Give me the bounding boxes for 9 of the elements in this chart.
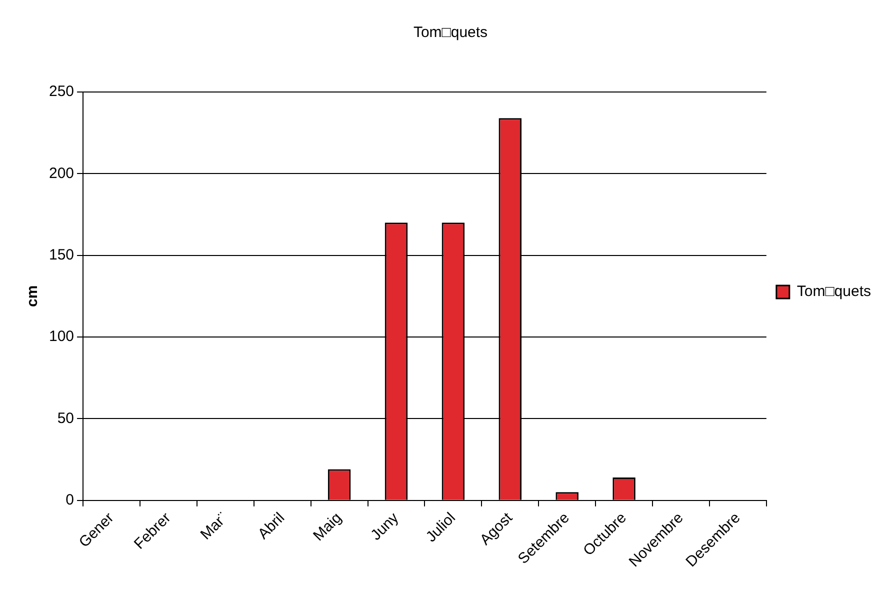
- y-tick-label: 150: [48, 246, 74, 264]
- y-tick-label: 100: [48, 328, 74, 346]
- y-tick-label: 200: [48, 164, 74, 182]
- y-axis-title: cm: [24, 285, 42, 308]
- legend-label: Tom□quets: [796, 283, 871, 300]
- y-tick-label: 0: [66, 491, 74, 508]
- chart-title: Tom□quets: [413, 24, 488, 42]
- y-tick-label: 250: [48, 83, 74, 100]
- y-tick-label: 50: [57, 410, 74, 427]
